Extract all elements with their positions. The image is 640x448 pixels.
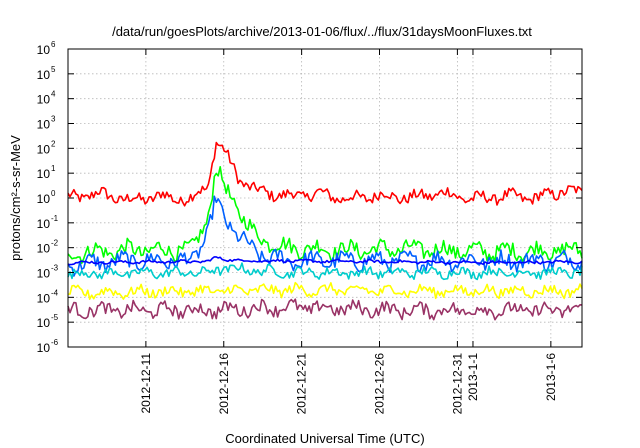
y-tick-label: 10	[37, 316, 51, 330]
series-line	[67, 195, 583, 277]
y-tick-exponent: -2	[51, 239, 59, 248]
y-tick-label: 10	[37, 242, 51, 256]
x-tick-label: 2012-12-31	[450, 353, 464, 415]
x-tick-label: 2013-1-6	[544, 353, 558, 401]
y-tick-label: 10	[37, 192, 51, 206]
y-tick-exponent: 4	[51, 90, 56, 99]
y-tick-label: 10	[37, 167, 51, 181]
y-axis-label: protons/cm²-s-sr-MeV	[8, 135, 23, 261]
x-tick-label: 2012-12-26	[373, 353, 387, 415]
chart-title: /data/run/goesPlots/archive/2013-01-06/f…	[112, 24, 532, 39]
series-line	[67, 281, 583, 300]
x-tick-label: 2012-12-16	[217, 353, 231, 415]
series-layer	[67, 141, 583, 321]
y-tick-exponent: 2	[51, 139, 56, 148]
series-line	[67, 141, 583, 207]
y-tick-exponent: -5	[51, 313, 59, 322]
y-tick-label: 10	[37, 68, 51, 82]
y-axis-ticks: 10 -610 -510 -410 -310 -210 -110 010 110 210 310 41…	[37, 40, 582, 355]
series-line	[67, 262, 583, 281]
y-tick-label: 10	[37, 291, 51, 305]
y-tick-exponent: -4	[51, 288, 59, 297]
x-tick-label: 2012-12-11	[139, 353, 153, 414]
y-tick-label: 10	[37, 118, 51, 132]
y-tick-label: 10	[37, 93, 51, 107]
y-tick-label: 10	[37, 142, 51, 156]
y-tick-exponent: 5	[51, 65, 56, 74]
y-tick-exponent: -3	[51, 264, 59, 273]
x-axis-ticks: 2012-12-11 2012-12-16 2012-12-21 2012-12-26…	[139, 49, 558, 414]
series-line	[67, 166, 583, 264]
y-tick-exponent: -6	[51, 338, 59, 347]
y-tick-exponent: 3	[51, 115, 56, 124]
y-tick-label: 10	[37, 267, 51, 281]
x-tick-label: 2013-1-1	[466, 353, 480, 401]
grid	[68, 49, 582, 347]
series-line	[67, 298, 583, 321]
y-tick-label: 10	[37, 217, 51, 231]
x-axis-label: Coordinated Universal Time (UTC)	[225, 431, 424, 446]
y-tick-exponent: -1	[51, 214, 59, 223]
y-tick-exponent: 0	[51, 189, 56, 198]
y-tick-label: 10	[37, 341, 51, 355]
y-tick-exponent: 6	[51, 40, 56, 49]
y-tick-exponent: 1	[51, 164, 56, 173]
series-line	[67, 256, 583, 266]
y-tick-label: 10	[37, 43, 51, 57]
x-tick-label: 2012-12-21	[295, 353, 309, 415]
